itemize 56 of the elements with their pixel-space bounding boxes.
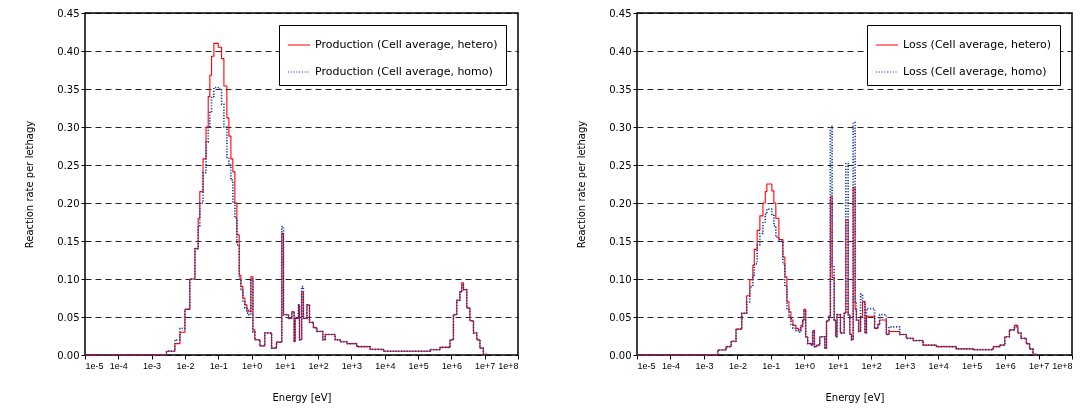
x-tick-label: 1e+2 (308, 360, 329, 371)
x-tick-label: 1e+3 (341, 360, 363, 371)
y-tick-label: 0.15 (57, 235, 80, 247)
x-tick-label: 1e-2 (176, 360, 195, 371)
x-tick-label: 1e+1 (275, 360, 296, 371)
x-tick-label: 1e+0 (241, 360, 263, 371)
x-tick-label: 1e+2 (861, 360, 882, 371)
y-tick-label: 0.25 (57, 159, 80, 171)
legend-label: Production (Cell average, homo) (315, 65, 493, 78)
legend-label: Production (Cell average, hetero) (315, 38, 498, 51)
x-tick-label: 1e-5 (637, 360, 656, 371)
x-tick-label: 1e+1 (828, 360, 849, 371)
y-tick-label: 0.35 (609, 83, 632, 95)
y-axis-title: Reaction rate per lethagy (576, 120, 588, 249)
x-tick-label: 1e+6 (995, 360, 1016, 371)
y-tick-label: 0.45 (57, 7, 80, 19)
x-tick-label: 1e+5 (961, 360, 983, 371)
x-tick-label: 1e+4 (375, 360, 396, 371)
y-tick-label: 0.30 (609, 121, 632, 133)
x-tick-label: 1e-3 (143, 360, 162, 371)
x-tick-label: 1e-3 (695, 360, 714, 371)
y-tick-label: 0.05 (609, 311, 632, 323)
x-tick-label: 1e+5 (408, 360, 429, 371)
y-tick-label: 0.40 (609, 45, 632, 57)
x-tick-label: 1e+0 (794, 360, 815, 371)
legend-label: Loss (Cell average, hetero) (903, 38, 1052, 51)
y-tick-label: 0.45 (609, 7, 632, 19)
x-tick-label: 1e+8 (1052, 360, 1073, 371)
x-tick-label: 1e+7 (1028, 360, 1050, 371)
x-tick-label: 1e-2 (728, 360, 747, 371)
x-tick-label: 1e-4 (661, 360, 680, 371)
x-axis-title: Energy [eV] (272, 391, 332, 403)
y-tick-label: 0.05 (57, 311, 80, 323)
x-tick-label: 1e+7 (475, 360, 496, 371)
y-tick-label: 0.20 (57, 197, 80, 209)
y-tick-label: 0.40 (57, 45, 80, 57)
y-axis-title: Reaction rate per lethagy (24, 120, 36, 249)
x-tick-label: 1e+8 (498, 360, 519, 371)
legend-label: Loss (Cell average, homo) (903, 65, 1047, 78)
y-tick-label: 0.20 (609, 197, 632, 209)
y-tick-label: 0.10 (57, 273, 80, 285)
x-tick-label: 1e-1 (762, 360, 781, 371)
x-tick-label: 1e-5 (85, 360, 104, 371)
x-axis-title: Energy [eV] (825, 391, 885, 403)
y-tick-label: 0.35 (57, 83, 80, 95)
y-tick-label: 0.10 (609, 273, 632, 285)
y-tick-label: 0.30 (57, 121, 80, 133)
y-tick-label: 0.00 (609, 349, 632, 361)
x-tick-label: 1e-1 (209, 360, 228, 371)
x-tick-label: 1e+4 (928, 360, 949, 371)
x-tick-label: 1e+6 (441, 360, 463, 371)
x-tick-label: 1e-4 (109, 360, 128, 371)
y-tick-label: 0.15 (609, 235, 632, 247)
y-tick-label: 0.25 (609, 159, 632, 171)
x-tick-label: 1e+3 (895, 360, 916, 371)
y-tick-label: 0.00 (57, 349, 80, 361)
